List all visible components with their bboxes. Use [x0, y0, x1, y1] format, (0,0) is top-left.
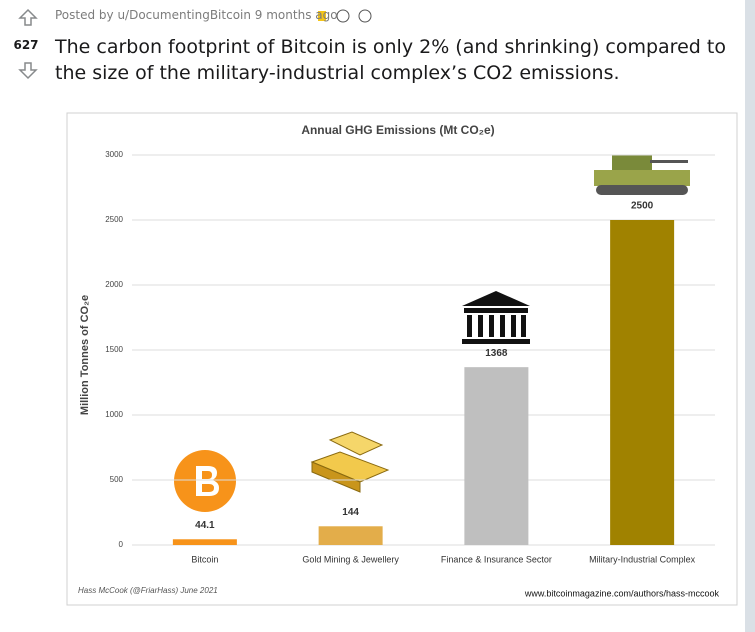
- gold-icon: [310, 431, 390, 493]
- x-tick-label: Military-Industrial Complex: [589, 554, 696, 564]
- y-tick-label: 3000: [105, 150, 123, 159]
- x-tick-label: Finance & Insurance Sector: [441, 554, 552, 564]
- downvote[interactable]: [18, 62, 38, 80]
- vote-count: 627: [13, 38, 39, 52]
- bar: [318, 526, 383, 545]
- bar: [172, 539, 237, 545]
- bitcoin-icon: [174, 450, 236, 512]
- source: www.bitcoinmagazine.com/authors/hass-mcc…: [524, 588, 720, 598]
- x-tick-label: Bitcoin: [191, 554, 218, 564]
- credit: Hass McCook (@FriarHass) June 2021: [78, 586, 218, 595]
- y-axis-label: Million Tonnes of CO₂e: [79, 295, 91, 415]
- post-title[interactable]: The carbon footprint of Bitcoin is only …: [55, 36, 726, 84]
- value-label: 144: [342, 507, 359, 518]
- y-tick-label: 0: [119, 540, 124, 549]
- y-tick-label: 500: [110, 475, 124, 484]
- y-tick-label: 1000: [105, 410, 123, 419]
- value-label: 2500: [631, 201, 654, 212]
- bar: [610, 220, 675, 545]
- tank-icon: [594, 155, 690, 195]
- award-icon: [358, 9, 372, 23]
- y-tick-label: 2000: [105, 280, 123, 289]
- bar: [464, 367, 529, 545]
- award-icon: [318, 11, 326, 21]
- y-tick-label: 1500: [105, 345, 123, 354]
- value-label: 44.1: [195, 520, 215, 531]
- page-background: [745, 0, 755, 632]
- award-icon: [336, 9, 350, 23]
- upvote[interactable]: [18, 8, 38, 26]
- value-label: 1368: [485, 348, 508, 359]
- x-tick-label: Gold Mining & Jewellery: [302, 554, 399, 564]
- post-byline[interactable]: Posted by u/DocumentingBitcoin 9 months …: [55, 8, 338, 22]
- chart-title: Annual GHG Emissions (Mt CO₂e): [301, 123, 494, 137]
- bank-icon: [462, 291, 530, 344]
- y-tick-label: 2500: [105, 215, 123, 224]
